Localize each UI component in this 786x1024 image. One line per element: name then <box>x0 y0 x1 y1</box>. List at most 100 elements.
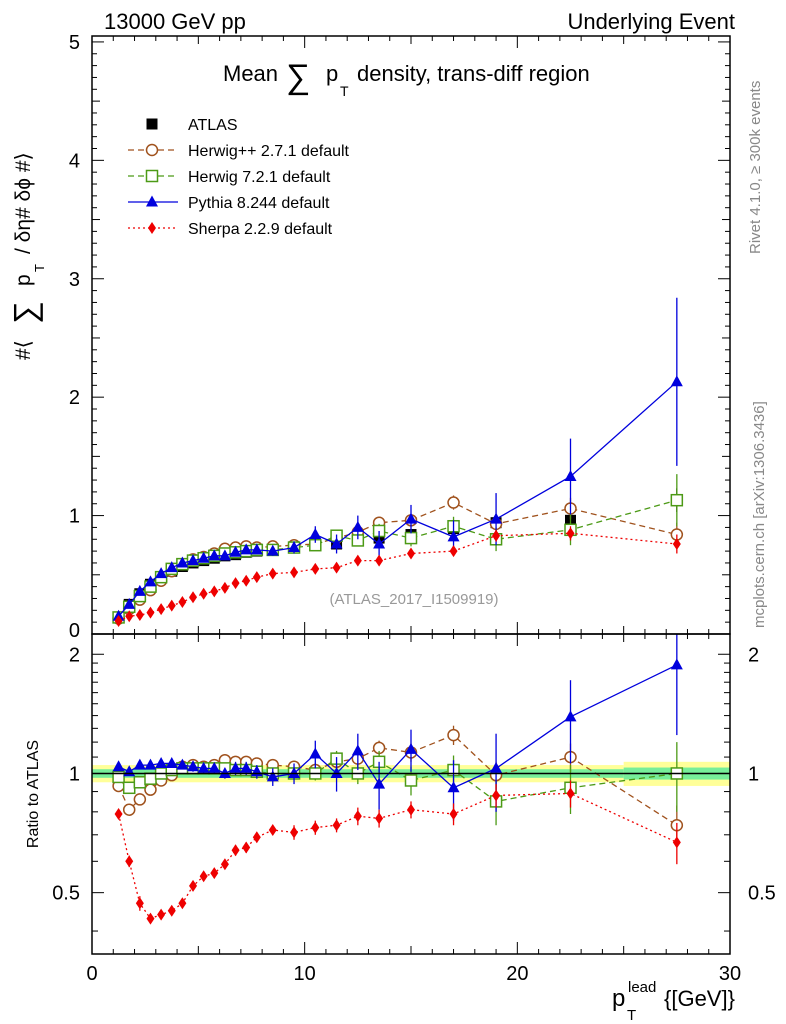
ratio-point-sherpa <box>252 831 261 844</box>
ratio-point-pythia <box>670 658 683 670</box>
ratio-point-herwigpp <box>133 793 147 806</box>
main-point-pythia <box>490 512 503 524</box>
ratio-point-pythia <box>208 761 221 773</box>
ylabel-sub: T <box>32 264 47 272</box>
header-left: 13000 GeV pp <box>104 9 246 34</box>
x-axis-label: p T lead {[GeV]} <box>612 979 735 1024</box>
ratio-point-herwig7 <box>144 772 157 785</box>
main-point-pythia <box>123 597 136 609</box>
main-point-sherpa <box>210 585 219 598</box>
main-point-sherpa <box>114 614 123 627</box>
legend-item-pythia: Pythia 8.244 default <box>128 195 330 212</box>
main-point-sherpa <box>311 562 320 575</box>
ratio-point-sherpa <box>242 841 251 854</box>
ratio-point-sherpa <box>268 823 277 836</box>
main-point-pythia <box>133 584 146 596</box>
ratio-point-sherpa <box>199 870 208 883</box>
main-point-sherpa <box>199 587 208 600</box>
ratio-point-pythia <box>155 756 168 768</box>
y-tick-label-ratio: 1 <box>69 763 80 785</box>
ylabel-hash: #⟨ <box>12 340 35 360</box>
ratio-point-sherpa <box>375 812 384 825</box>
y-tick-label-ratio-right: 0.5 <box>748 883 776 905</box>
main-point-pythia <box>250 543 263 555</box>
main-point-sherpa <box>290 566 299 579</box>
header-right: Underlying Event <box>567 9 735 34</box>
xlabel-sub: T <box>627 1007 636 1024</box>
main-point-sherpa <box>178 596 187 609</box>
y-tick-label-ratio-right: 2 <box>748 644 759 666</box>
ratio-point-pythia <box>197 761 210 773</box>
main-point-sherpa <box>449 545 458 558</box>
main-point-sherpa <box>252 571 261 584</box>
ratio-point-sherpa <box>311 821 320 834</box>
main-point-pythia <box>165 561 178 573</box>
y-tick-label-main: 1 <box>69 506 80 528</box>
main-point-pythia <box>351 520 364 532</box>
ylabel-sum: ∑ <box>7 301 43 324</box>
ratio-series-sherpa <box>114 780 681 925</box>
ratio-point-sherpa <box>407 803 415 816</box>
y-tick-label-main: 4 <box>69 150 80 172</box>
y-tick-label-ratio: 2 <box>69 644 80 666</box>
ratio-point-pythia <box>133 758 146 770</box>
xlabel-unit: {[GeV]} <box>664 986 735 1011</box>
ratio-point-sherpa <box>332 819 341 832</box>
ylabel-rest: / δη# δϕ #⟩ <box>12 152 35 254</box>
main-point-pythia <box>373 537 386 549</box>
ratio-point-pythia <box>112 760 125 772</box>
ratio-point-pythia <box>288 766 301 778</box>
legend-label-herwigpp: Herwig++ 2.7.1 default <box>188 143 350 160</box>
title-p: p <box>326 61 338 86</box>
ylabel-p: p <box>12 274 35 286</box>
main-point-sherpa <box>125 610 134 623</box>
main-point-pythia <box>309 528 322 540</box>
ratio-point-pythia <box>144 758 157 770</box>
main-point-pythia <box>144 575 157 587</box>
ratio-point-herwigpp <box>144 783 157 796</box>
ratio-point-sherpa <box>210 867 219 880</box>
main-point-pythia <box>155 567 168 579</box>
ratio-point-sherpa <box>220 858 229 871</box>
y-axis-label-main: #⟨ ∑ p T / δη# δϕ #⟩ <box>7 152 47 360</box>
title-sum: ∑ <box>286 58 310 96</box>
ratio-point-sherpa <box>449 807 458 820</box>
ratio-point-sherpa <box>353 810 362 823</box>
y-tick-label-main: 5 <box>69 32 80 54</box>
main-point-pythia <box>208 549 221 561</box>
ratio-point-pythia <box>176 758 189 770</box>
title-sub: T <box>340 83 349 99</box>
ratio-series-pythia <box>112 634 683 821</box>
x-tick-label: 10 <box>294 963 316 985</box>
main-point-sherpa <box>268 567 277 580</box>
legend-label-herwig7: Herwig 7.2.1 default <box>188 169 331 186</box>
legend-item-atlas: ATLAS <box>146 117 238 134</box>
y-tick-label-main: 0 <box>69 620 80 642</box>
title-suffix: density, trans-diff region <box>357 61 590 86</box>
ratio-point-sherpa <box>167 904 176 917</box>
main-point-pythia <box>447 530 460 542</box>
xlabel-sup: lead <box>628 979 656 996</box>
ratio-point-pythia <box>373 777 386 789</box>
main-series-sherpa <box>114 526 681 627</box>
main-point-sherpa <box>146 606 155 619</box>
mcplots-label: mcplots.cern.ch [arXiv:1306.3436] <box>751 401 768 628</box>
ratio-series-herwigpp <box>112 725 684 848</box>
main-point-pythia <box>670 375 683 387</box>
main-point-sherpa <box>231 577 240 590</box>
ratio-point-sherpa <box>290 826 299 839</box>
ratio-point-herwigpp <box>447 728 460 742</box>
legend-marker-atlas <box>146 118 158 130</box>
ratio-point-pythia <box>447 781 460 793</box>
legend-item-herwig7: Herwig 7.2.1 default <box>128 169 331 186</box>
legend-marker-herwigpp <box>145 143 159 157</box>
main-point-pythia <box>197 551 210 563</box>
rivet-label: Rivet 4.1.0, ≥ 300k events <box>747 81 764 254</box>
main-point-pythia <box>564 470 577 482</box>
y-tick-label-main: 3 <box>69 269 80 291</box>
ratio-point-sherpa <box>157 908 166 921</box>
main-point-pythia <box>288 541 301 553</box>
ratio-point-herwig7 <box>112 770 125 784</box>
y-tick-label-ratio: 0.5 <box>52 883 80 905</box>
